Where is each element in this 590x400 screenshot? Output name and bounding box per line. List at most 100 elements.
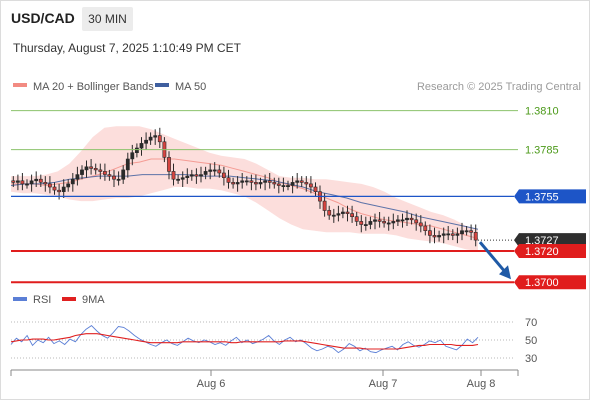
candle-body	[167, 157, 171, 172]
candle-body	[304, 182, 309, 185]
candle-body	[139, 143, 144, 149]
legend-swatch-ma50	[155, 83, 169, 87]
level-label-1.3700: 1.3700	[525, 277, 559, 289]
candle-body	[25, 183, 29, 186]
candle-body	[231, 182, 236, 185]
candle-body	[157, 135, 162, 143]
rsi-tick-label-30: 30	[525, 353, 537, 365]
level-label-1.3785: 1.3785	[525, 145, 559, 157]
candle-body	[203, 171, 208, 175]
candle-body	[244, 180, 249, 183]
candle-body	[15, 180, 20, 183]
candle-body	[363, 224, 368, 227]
candle-body	[373, 219, 377, 222]
rsi-line	[10, 325, 479, 354]
candle-body	[455, 233, 460, 236]
candle-body	[240, 180, 245, 183]
candle-body	[295, 180, 300, 183]
candle-body	[80, 169, 84, 175]
candle-body	[61, 186, 66, 192]
candle-body	[148, 136, 153, 141]
projection-arrow-head	[499, 265, 511, 280]
candle-body	[359, 221, 364, 225]
level-tag-1.3755	[514, 189, 586, 204]
projection-arrow-line	[478, 241, 509, 276]
level-tag-1.3720	[514, 244, 586, 258]
candle-body	[368, 221, 373, 225]
candle-body	[299, 180, 304, 183]
candle-body	[11, 180, 16, 183]
candle-body	[144, 139, 149, 144]
candle-body	[107, 174, 112, 177]
candle-body	[331, 214, 336, 217]
candle-body	[460, 230, 464, 235]
candle-body	[52, 186, 57, 191]
candle-body	[38, 178, 43, 183]
legend-label-ma50: MA 50	[175, 81, 206, 93]
candle-body	[116, 178, 121, 181]
candle-body	[423, 225, 428, 231]
rsi-tick-label-50: 50	[525, 335, 537, 347]
candle-body	[135, 147, 139, 153]
candle-body	[217, 169, 222, 174]
candle-body	[199, 174, 203, 177]
candle-body	[450, 233, 455, 236]
research-credit: Research © 2025 Trading Central	[417, 81, 581, 93]
candle-body	[20, 180, 25, 185]
candle-body	[409, 217, 414, 221]
candle-body	[441, 233, 446, 236]
candle-body	[208, 169, 213, 172]
candle-body	[43, 182, 48, 185]
candle-body	[249, 180, 254, 183]
candle-body	[308, 183, 313, 188]
candle-body	[340, 211, 345, 214]
candle-body	[153, 135, 158, 138]
level-tag-1.3727	[514, 233, 586, 248]
candle-body	[194, 174, 199, 177]
candle-body	[437, 235, 442, 238]
candle-body	[185, 175, 190, 179]
candle-body	[171, 171, 176, 180]
candle-body	[322, 200, 327, 211]
candle-body	[34, 178, 39, 182]
candle-body	[432, 235, 437, 238]
candle-body	[263, 180, 268, 183]
candle-body	[382, 221, 387, 224]
timeframe-button[interactable]: 30 MIN	[82, 7, 133, 31]
candle-body	[258, 182, 263, 185]
candle-body	[290, 182, 295, 186]
timestamp: Thursday, August 7, 2025 1:10:49 PM CET	[13, 41, 241, 55]
candle-body	[212, 169, 217, 172]
candle-body	[226, 177, 231, 183]
candle-body	[254, 182, 258, 185]
candle-body	[386, 222, 391, 225]
candle-body	[350, 213, 355, 218]
candle-body	[354, 216, 359, 222]
candle-body	[405, 217, 409, 221]
candle-body	[473, 232, 478, 241]
candle-body	[112, 175, 116, 180]
candle-body	[47, 183, 52, 188]
candle-body	[180, 177, 185, 180]
candle-body	[57, 189, 62, 193]
legend-swatch-rsi	[13, 297, 27, 301]
instrument-title: USD/CAD	[11, 10, 75, 26]
level-tag-1.3700	[514, 275, 586, 290]
candle-body	[176, 178, 181, 181]
candle-body	[276, 183, 281, 186]
x-tick-label-aug6: Aug 6	[197, 378, 226, 390]
level-label-1.3755: 1.3755	[525, 191, 559, 203]
rsi-9ma-line	[10, 333, 479, 350]
candle-body	[130, 152, 135, 160]
rsi-tick-label-70: 70	[525, 317, 537, 329]
candle-body	[336, 213, 341, 216]
candle-body	[446, 233, 451, 236]
candle-body	[469, 230, 474, 233]
candle-body	[464, 230, 469, 233]
candle-body	[313, 186, 318, 192]
level-label-1.3720: 1.3720	[525, 246, 559, 258]
candle-body	[414, 219, 419, 224]
candle-body	[84, 166, 89, 171]
